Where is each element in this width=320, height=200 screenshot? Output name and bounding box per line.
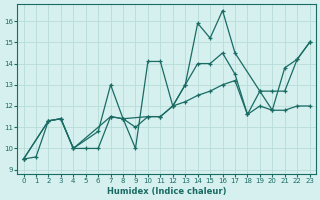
X-axis label: Humidex (Indice chaleur): Humidex (Indice chaleur) (107, 187, 226, 196)
